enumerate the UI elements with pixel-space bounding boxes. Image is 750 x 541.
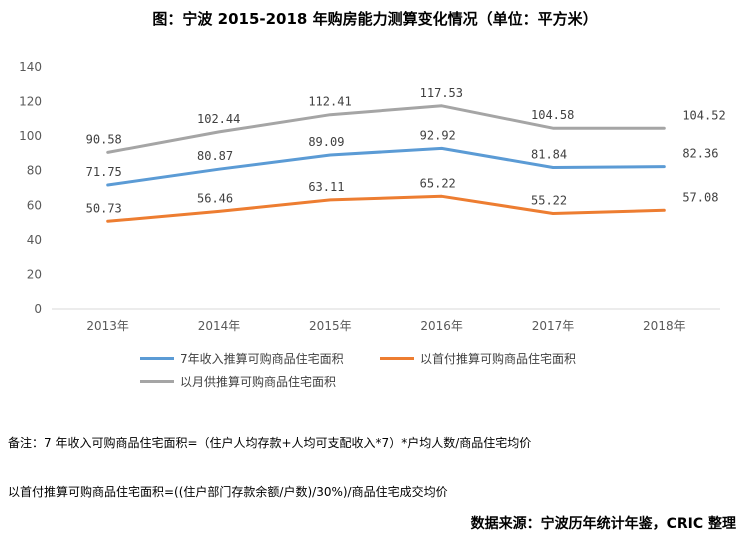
series-line-income [106, 146, 666, 187]
legend-item-income: 7年收入推算可购商品住宅面积 [140, 350, 344, 367]
y-tick-label: 120 [19, 95, 42, 109]
data-label-downpayment: 56.46 [197, 191, 233, 205]
y-tick-label: 0 [34, 302, 42, 316]
data-label-monthly: 90.58 [86, 132, 122, 146]
data-label-income: 89.09 [308, 135, 344, 149]
x-tick-label: 2017年 [532, 319, 575, 333]
legend-swatch-monthly [140, 380, 174, 383]
x-tick-label: 2014年 [198, 319, 241, 333]
chart-title: 图：宁波 2015-2018 年购房能力测算变化情况（单位：平方米） [152, 10, 598, 28]
data-label-monthly: 102.44 [197, 112, 240, 126]
note-line-2: 以首付推算可购商品住宅面积=((住户部门存款余额/户数)/30%)/商品住宅成交… [8, 485, 448, 499]
data-label-income: 92.92 [420, 128, 456, 142]
data-label-downpayment: 57.08 [682, 190, 718, 204]
data-label-monthly: 104.52 [682, 108, 725, 122]
data-label-downpayment: 50.73 [86, 201, 122, 215]
y-tick-label: 20 [27, 267, 42, 281]
data-label-downpayment: 65.22 [420, 176, 456, 190]
series-line-downpayment [106, 194, 666, 223]
y-tick-label: 140 [19, 60, 42, 74]
data-label-downpayment: 63.11 [308, 180, 344, 194]
x-tick-label: 2013年 [86, 319, 129, 333]
y-tick-label: 60 [27, 198, 42, 212]
legend-label-income: 7年收入推算可购商品住宅面积 [180, 352, 344, 366]
data-label-income: 81.84 [531, 148, 567, 162]
data-label-monthly: 104.58 [531, 108, 574, 122]
legend-swatch-downpayment [380, 357, 414, 360]
line-chart: 0 20 40 60 80 100 120 140 2013年 2014年 2015年 2016年 20… [19, 60, 726, 333]
legend-label-monthly: 以月供推算可购商品住宅面积 [180, 375, 337, 389]
data-label-income: 71.75 [86, 165, 122, 179]
data-label-monthly: 117.53 [420, 86, 463, 100]
x-tick-label: 2018年 [643, 319, 686, 333]
legend-item-downpayment: 以首付推算可购商品住宅面积 [380, 350, 576, 367]
y-tick-label: 100 [19, 129, 42, 143]
y-tick-label: 40 [27, 233, 42, 247]
data-label-income: 82.36 [682, 147, 718, 161]
legend-swatch-income [140, 357, 174, 360]
source-text: 数据来源：宁波历年统计年鉴，CRIC 整理 [470, 516, 736, 532]
data-label-monthly: 112.41 [308, 95, 351, 109]
data-label-downpayment: 55.22 [531, 194, 567, 208]
y-tick-label: 80 [27, 164, 42, 178]
legend-item-monthly: 以月供推算可购商品住宅面积 [140, 373, 336, 390]
note-line-1: 备注：7 年收入可购商品住宅面积=（住户人均存款+人均可支配收入*7）*户均人数… [8, 436, 532, 450]
x-tick-label: 2015年 [309, 319, 352, 333]
x-tick-label: 2016年 [420, 319, 463, 333]
data-label-income: 80.87 [197, 149, 233, 163]
legend-label-downpayment: 以首付推算可购商品住宅面积 [420, 352, 577, 366]
series-line-monthly [106, 104, 666, 154]
